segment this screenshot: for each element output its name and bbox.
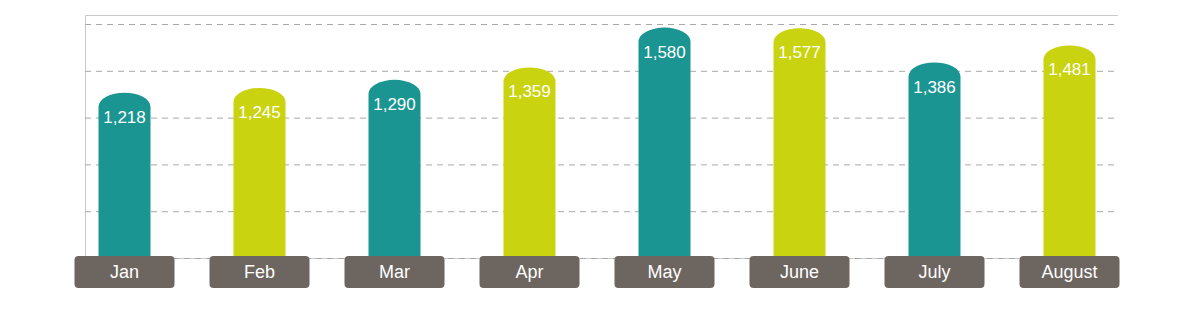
grid-line (85, 71, 1118, 72)
x-tick-label: July (918, 262, 950, 282)
x-axis: Jan Feb Mar Apr May June July August (75, 256, 1120, 288)
data-labels: 1,218 1,245 1,290 1,359 1,580 1,577 1,386 1,481 (103, 43, 1091, 127)
bar (639, 28, 691, 258)
x-tick-label: Jan (110, 262, 139, 282)
category: Feb (210, 256, 310, 288)
category: May (615, 256, 715, 288)
category-box (210, 256, 310, 288)
category-box (1020, 256, 1120, 288)
bar (504, 67, 556, 258)
category-box (345, 256, 445, 288)
y-axis-line (86, 16, 1119, 259)
data-label: 1,580 (643, 43, 686, 62)
data-label: 1,386 (913, 78, 956, 97)
category: July (885, 256, 985, 288)
category: Apr (480, 256, 580, 288)
category-box (615, 256, 715, 288)
data-label: 1,359 (508, 82, 551, 101)
x-tick-label: Mar (379, 262, 410, 282)
category: Jan (75, 256, 175, 288)
category: August (1020, 256, 1120, 288)
bars (99, 28, 1096, 258)
category-box (750, 256, 850, 288)
bar (774, 28, 826, 258)
data-label: 1,481 (1048, 60, 1091, 79)
y-tick (85, 71, 1118, 72)
bar (99, 93, 151, 258)
category-box (75, 256, 175, 288)
bar (1044, 45, 1096, 258)
y-axis (85, 16, 1118, 259)
bar (234, 88, 286, 258)
data-label: 1,577 (778, 43, 821, 62)
category: June (750, 256, 850, 288)
data-label: 1,245 (238, 103, 281, 122)
data-label: 1,218 (103, 108, 146, 127)
bar (369, 80, 421, 258)
bar (909, 63, 961, 258)
x-tick-label: May (647, 262, 681, 282)
x-tick-label: Feb (244, 262, 275, 282)
x-tick-label: Apr (515, 262, 543, 282)
category-box (885, 256, 985, 288)
grid-line (85, 24, 1118, 25)
x-tick-label: August (1041, 262, 1097, 282)
chart: 1,218 1,245 1,290 1,359 1,580 1,577 1,386 1,481… (0, 0, 1190, 316)
category: Mar (345, 256, 445, 288)
category-box (480, 256, 580, 288)
data-label: 1,290 (373, 95, 416, 114)
x-tick-label: June (780, 262, 819, 282)
y-tick (85, 24, 1118, 25)
